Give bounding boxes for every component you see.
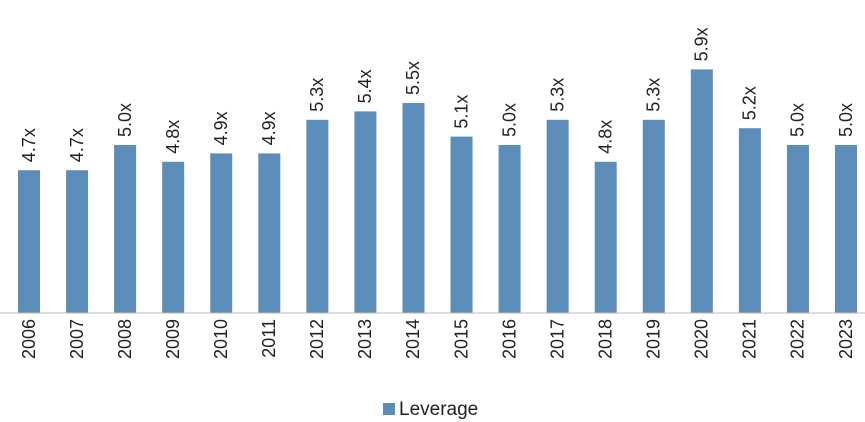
bar [690,69,713,314]
bar [498,145,521,313]
bar [786,145,809,313]
bar [18,170,40,313]
bar [66,170,89,313]
x-tick-label: 2023 [836,319,856,359]
bar [402,103,425,313]
value-label: 5.2x [740,86,760,120]
bar [594,161,617,313]
value-label: 4.7x [19,128,39,162]
x-tick-label: 2016 [499,319,519,359]
bar [210,153,233,313]
value-label: 5.0x [788,103,808,137]
bar [162,161,185,313]
x-tick-label: 2009 [163,319,183,359]
value-label: 5.0x [499,103,519,137]
x-tick-label: 2012 [307,319,327,359]
x-tick-label: 2018 [595,319,615,359]
x-tick-label: 2022 [788,319,808,359]
x-tick-label: 2008 [115,319,135,359]
value-label: 4.7x [67,128,87,162]
value-label: 5.3x [644,78,664,112]
value-label: 5.1x [451,95,471,129]
x-tick-label: 2020 [692,319,712,359]
bar [450,136,473,313]
bar [114,145,137,313]
x-tick-label: 2013 [355,319,375,359]
legend-swatch [383,403,395,415]
x-tick-label: 2015 [451,319,471,359]
x-tick-label: 2017 [547,319,567,359]
value-label: 4.9x [211,111,231,145]
bar [642,119,665,313]
value-label: 4.8x [595,120,615,154]
x-tick-label: 2021 [740,319,760,359]
value-label: 4.9x [259,111,279,145]
value-label: 4.8x [163,120,183,154]
bar [258,153,281,313]
value-label: 5.3x [307,78,327,112]
x-tick-label: 2010 [211,319,231,359]
bar [738,128,761,313]
bar [354,111,377,314]
legend-label: Leverage [399,399,478,420]
x-tick-label: 2007 [67,319,87,359]
x-tick-label: 2014 [403,319,423,359]
value-label: 5.0x [115,103,135,137]
x-tick-label: 2019 [644,319,664,359]
x-tick-label: 2011 [259,319,279,358]
value-label: 5.4x [355,69,375,103]
x-tick-label: 2006 [19,319,39,359]
value-label: 5.5x [403,61,423,95]
value-label: 5.9x [692,27,712,61]
bar [306,119,329,313]
bar [546,119,569,313]
bar [835,145,857,313]
value-label: 5.3x [547,78,567,112]
value-label: 5.0x [836,103,856,137]
